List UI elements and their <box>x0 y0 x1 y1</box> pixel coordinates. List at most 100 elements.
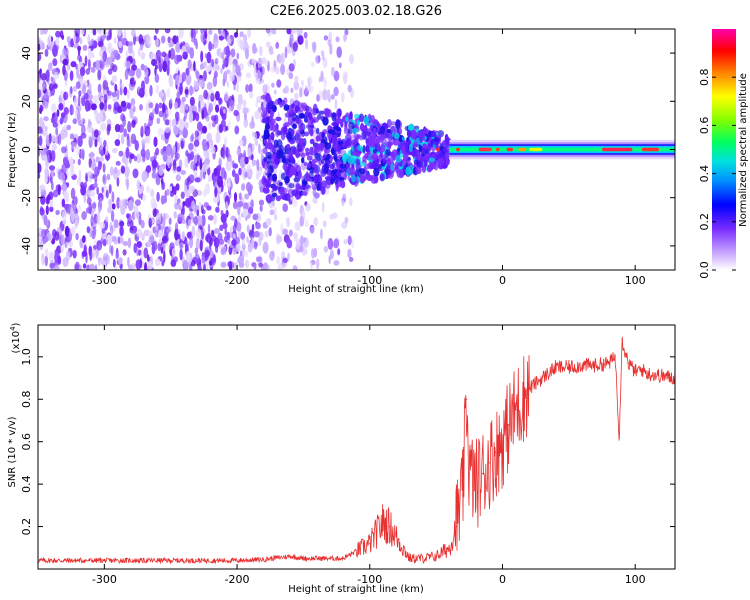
spectrogram-noise-blob <box>151 159 158 169</box>
spectrogram-noise-blob <box>314 192 320 199</box>
spectrogram-noise-blob <box>325 187 330 195</box>
spectrogram-noise-blob <box>101 186 104 194</box>
spectrogram-transition-blob <box>311 184 318 191</box>
spectrogram-noise-blob <box>272 200 275 207</box>
spectrogram-x-tick-label: 100 <box>625 274 646 287</box>
spectrogram-noise-blob <box>125 60 131 68</box>
spectrogram-transition-blob <box>445 152 449 161</box>
spectrogram-noise-blob <box>61 146 67 154</box>
spectrogram-noise-blob <box>136 179 140 191</box>
spectrogram-transition-blob <box>387 132 392 139</box>
spectrogram-noise-blob <box>144 125 151 137</box>
spectrogram-noise-blob <box>76 68 80 79</box>
spectrogram-noise-blob <box>152 226 156 234</box>
spectrogram-transition-blob <box>395 119 401 130</box>
spectrogram-noise-blob <box>235 76 242 82</box>
spectrogram-transition-blob <box>430 131 436 137</box>
spectrogram-transition-blob <box>264 123 271 130</box>
spectrogram-noise-blob <box>154 107 159 114</box>
spectrogram-noise-blob <box>88 40 92 47</box>
spectrogram-noise-blob <box>111 91 118 97</box>
spectrogram-noise-blob <box>237 214 241 223</box>
spectrogram-transition-blob <box>309 128 314 137</box>
spectrogram-transition-blob <box>349 111 353 120</box>
spectrogram-noise-blob <box>299 235 304 247</box>
spectrogram-transition-blob <box>359 168 366 175</box>
spectrogram-transition-blob <box>293 162 299 171</box>
spectrogram-noise-blob <box>251 58 257 64</box>
spectrogram-noise-blob <box>131 29 136 38</box>
spectrogram-transition-blob <box>343 123 348 131</box>
snr-data-point <box>475 483 477 485</box>
spectrogram-noise-blob <box>258 262 263 268</box>
spectrogram-noise-blob <box>154 29 159 35</box>
spectrogram-transition-blob <box>274 98 281 106</box>
spectrogram-noise-blob <box>256 256 263 262</box>
spectrogram-noise-blob <box>114 265 118 270</box>
spectrogram-transition-blob <box>284 169 290 175</box>
spectrogram-noise-blob <box>204 31 208 39</box>
spectrogram-noise-blob <box>125 147 130 159</box>
spectrogram-noise-blob <box>177 202 183 210</box>
spectrogram-noise-blob <box>70 187 76 200</box>
spectrogram-noise-blob <box>78 264 82 270</box>
spectrogram-noise-blob <box>91 155 95 165</box>
spectrogram-noise-blob <box>142 194 147 202</box>
spectrogram-noise-blob <box>200 31 206 43</box>
spectrogram-noise-blob <box>157 60 162 70</box>
spectrogram-noise-blob <box>342 71 349 80</box>
spectrogram-noise-blob <box>194 253 201 265</box>
spectrogram-noise-blob <box>141 80 145 93</box>
spectrogram-transition-blob <box>445 159 450 166</box>
spectrogram-noise-blob <box>208 29 213 35</box>
spectrogram-noise-blob <box>113 219 119 229</box>
spectrogram-noise-blob <box>150 197 157 210</box>
spectrogram-transition-blob <box>386 119 392 128</box>
spectrogram-noise-blob <box>214 39 217 50</box>
spectrogram-noise-blob <box>168 49 172 59</box>
spectrogram-noise-blob <box>193 139 200 147</box>
spectrogram-noise-blob <box>100 122 106 131</box>
spectrogram-noise-blob <box>74 215 79 227</box>
spectrogram-noise-blob <box>127 256 130 267</box>
spectrogram-noise-blob <box>70 211 75 222</box>
spectrogram-noise-blob <box>39 29 44 36</box>
spectrogram-transition-blob <box>327 129 334 134</box>
snr-data-point <box>621 339 623 341</box>
spectrogram-noise-blob <box>63 69 68 81</box>
snr-scale-note: (x104) <box>9 322 22 353</box>
spectrogram-noise-blob <box>185 88 189 95</box>
spectrogram-noise-blob <box>138 34 143 45</box>
spectrogram-hot-segment <box>602 147 633 152</box>
spectrogram-noise-blob <box>107 56 113 65</box>
spectrogram-noise-blob <box>195 112 200 122</box>
spectrogram-noise-blob <box>100 35 105 43</box>
spectrogram-noise-blob <box>97 83 102 94</box>
spectrogram-noise-blob <box>203 89 209 100</box>
spectrogram-noise-blob <box>107 104 112 110</box>
spectrogram-noise-blob <box>239 31 244 38</box>
spectrogram-noise-blob <box>236 52 240 60</box>
colorbar-gradient <box>712 29 736 270</box>
spectrogram-transition-blob <box>347 156 355 164</box>
spectrogram-noise-blob <box>315 55 321 64</box>
spectrogram-transition-blob <box>303 161 308 167</box>
spectrogram-noise-blob <box>186 231 192 239</box>
spectrogram-noise-blob <box>66 64 71 71</box>
spectrogram-noise-blob <box>50 181 54 191</box>
spectrogram-noise-blob <box>243 118 249 128</box>
snr-data-point <box>263 558 265 561</box>
spectrogram-noise-blob <box>96 186 100 195</box>
spectrogram-noise-blob <box>62 257 69 268</box>
spectrogram-noise-blob <box>38 126 43 134</box>
spectrogram-noise-blob <box>170 259 177 267</box>
spectrogram-noise-blob <box>233 109 239 117</box>
spectrogram-noise-blob <box>206 205 212 211</box>
spectrogram-y-tick-label: 0 <box>20 146 33 153</box>
spectrogram-noise-blob <box>188 174 195 184</box>
spectrogram-noise-blob <box>333 70 340 82</box>
spectrogram-noise-blob <box>271 29 277 35</box>
snr-data-point <box>568 366 570 368</box>
spectrogram-noise-blob <box>175 174 181 182</box>
spectrogram-transition-blob <box>344 141 349 147</box>
